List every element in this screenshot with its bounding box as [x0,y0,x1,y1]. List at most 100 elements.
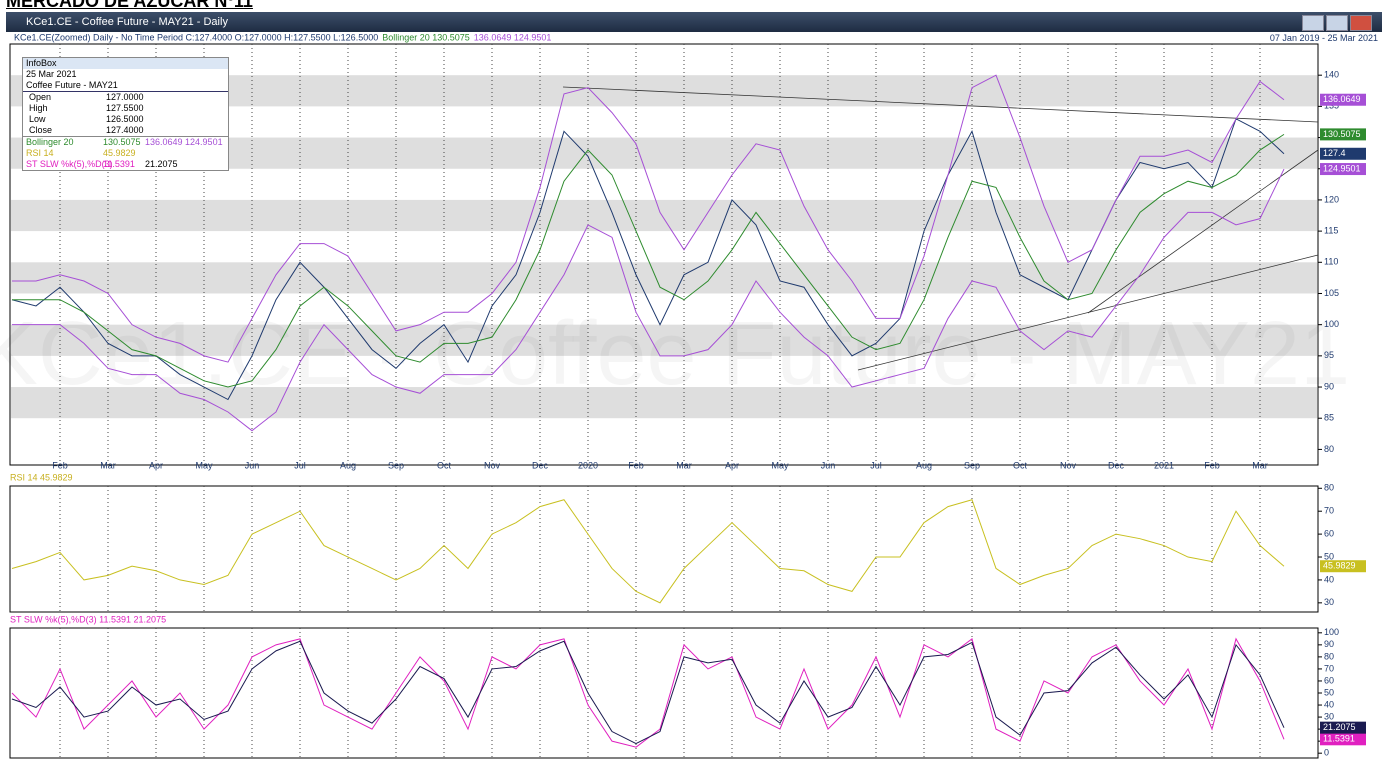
y-tick-label: 95 [1324,350,1334,360]
infobox-label: Close [29,125,53,135]
x-tick-label: Oct [437,460,452,470]
value-badge-label: 45.9829 [1323,561,1356,571]
series-line [12,74,1285,363]
value-badge [1320,733,1366,746]
minimize-button[interactable] [1302,15,1324,31]
series-line [11,637,1285,748]
y-tick-label: 70 [1324,506,1334,516]
value-badge-label: 21.2075 [1323,722,1356,732]
infobox-title: InfoBox [23,58,228,69]
x-tick-label: Aug [916,460,932,470]
series-line [11,118,1285,401]
y-tick-label: 85 [1324,413,1334,423]
x-tick-label: May [195,460,213,470]
y-tick-label: 110 [1324,257,1338,267]
y-tick-label: 60 [1324,675,1334,685]
y-tick-label: 135 [1324,101,1339,111]
panel [9,485,1319,613]
infobox-row: Low 126.5000 [26,114,225,125]
trendline [562,86,1319,123]
x-tick-label: Sep [964,460,980,470]
date-range: 07 Jan 2019 - 25 Mar 2021 [1270,33,1378,43]
infobox-value: 45.9829 [103,148,136,158]
infobox-label: Bollinger 20 [26,137,74,147]
series-line [12,133,1285,388]
x-tick-label: 2020 [578,460,598,470]
value-badge [1320,560,1366,573]
x-tick-label: Feb [52,460,68,470]
page-title: MERCADO DE AZUCAR Nº11 [6,0,253,11]
value-badge [1320,93,1366,106]
x-tick-label: Oct [1013,460,1028,470]
infobox-value: 127.0000 [106,92,144,102]
x-tick-label: Feb [1204,460,1220,470]
x-tick-label: Jun [821,460,836,470]
infobox-label: Open [29,92,52,102]
infobox-value: 21.2075 [145,159,178,169]
y-tick-label: 30 [1324,597,1334,607]
series-line [11,640,1285,745]
y-tick-label: 100 [1324,319,1339,329]
x-tick-label: Feb [628,460,644,470]
window-title: KCe1.CE - Coffee Future - MAY21 - Daily [26,16,228,28]
x-tick-label: Apr [725,460,739,470]
panel [9,627,1319,759]
maximize-button[interactable] [1326,15,1348,31]
y-tick-label: 115 [1324,225,1338,235]
info-bar [6,32,1382,44]
x-tick-label: Mar [100,460,116,470]
infobox-value: 11.5391 [103,159,135,169]
value-badge [1320,128,1366,141]
value-badge-label: 124.9501 [1323,163,1361,173]
infobox-value: 130.5075 [103,137,141,147]
infobox-value: 127.5500 [106,103,144,113]
close-button[interactable] [1350,15,1372,31]
y-tick-label: 40 [1324,699,1334,709]
trendline [857,254,1319,371]
series-line [11,499,1285,604]
y-tick-label: 140 [1324,70,1339,80]
x-tick-label: Aug [340,460,356,470]
infobox: InfoBox 25 Mar 2021 Coffee Future - MAY2… [22,57,229,171]
infobox-value: 136.0649 124.9501 [145,137,223,147]
infobox-value: 127.4000 [106,125,144,135]
info-part: KCe1.CE(Zoomed) Daily - No Time Period C… [14,33,378,43]
x-tick-label: 2021 [1154,460,1174,470]
value-badge [1320,163,1366,176]
infobox-row: High 127.5500 [26,103,225,114]
infobox-label: RSI 14 [26,148,54,158]
band [11,262,1317,294]
y-tick-label: 50 [1324,551,1334,561]
panel-title: ST SLW %k(5),%D(3) 11.5391 21.2075 [10,614,166,624]
y-tick-label: 30 [1324,711,1334,721]
x-tick-label: Mar [1252,460,1268,470]
x-tick-label: Jun [245,460,260,470]
x-tick-label: May [771,460,789,470]
x-tick-label: Mar [676,460,692,470]
x-tick-label: Apr [149,460,163,470]
y-tick-label: 80 [1324,483,1334,493]
x-tick-label: Dec [1108,460,1125,470]
infobox-row: Close 127.4000 [26,125,225,136]
watermark: KCe1.CE - Coffee Future - MAY21 [0,304,1350,404]
y-tick-label: 120 [1324,194,1339,204]
infobox-label: Low [29,114,46,124]
value-badge-label: 130.5075 [1323,129,1361,139]
x-tick-label: Sep [388,460,404,470]
infobox-value: 126.5000 [106,114,144,124]
title-bar: KCe1.CE - Coffee Future - MAY21 - Daily [6,12,1382,32]
infobox-date: 25 Mar 2021 [26,69,77,79]
infobox-instrument: Coffee Future - MAY21 [23,80,228,92]
y-tick-label: 60 [1324,528,1334,538]
y-tick-label: 40 [1324,574,1334,584]
value-badge-label: 127.4 [1323,148,1346,158]
info-part: Bollinger 20 130.5075 [382,33,470,43]
y-tick-label: 105 [1324,288,1339,298]
y-tick-label: 90 [1324,639,1334,649]
value-badge-label: 11.5391 [1323,734,1355,744]
infobox-label: High [29,103,48,113]
info-part: 136.0649 124.9501 [474,33,552,43]
y-tick-label: 50 [1324,687,1334,697]
y-tick-label: 70 [1324,663,1334,673]
